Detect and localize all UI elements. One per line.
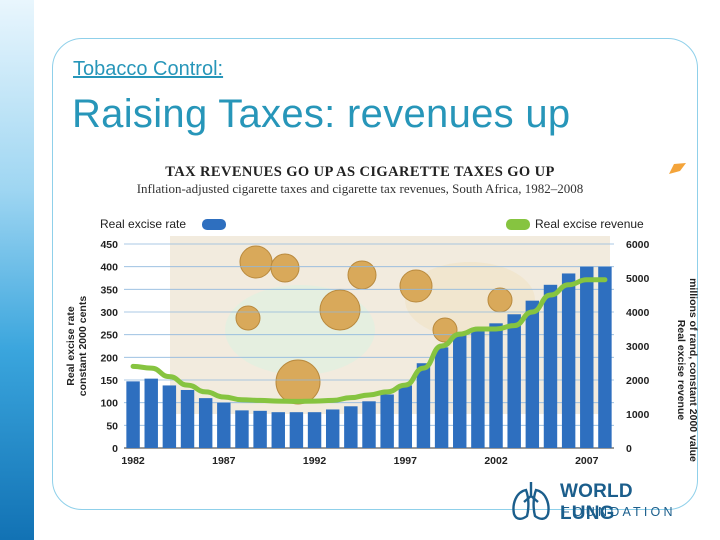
y-left-tick-label: 350: [100, 284, 118, 296]
bar-2008: [598, 266, 612, 448]
y-left-axis-label: constant 2000 cents: [77, 296, 89, 397]
y-left-tick-label: 200: [100, 352, 118, 364]
coin-shape: [399, 269, 433, 303]
lungs-logo-icon: [512, 482, 550, 520]
legend-swatch-excise-rate: [202, 219, 226, 230]
bar-2007: [580, 266, 594, 448]
y-left-tick-label: 300: [100, 307, 118, 319]
banknote-shape: [405, 262, 535, 338]
y-right-tick-label: 4000: [626, 307, 650, 319]
bar-1990: [271, 412, 285, 448]
bar-1984: [162, 385, 177, 448]
y-right-tick-label: 2000: [626, 375, 650, 387]
bar-2004: [525, 300, 540, 448]
logo-line2: FOUNDATION: [562, 505, 676, 519]
y-right-tick-label: 1000: [626, 409, 650, 421]
bar-1994: [344, 406, 358, 448]
y-right-tick-label: 0: [626, 443, 632, 455]
coin-shape: [235, 305, 261, 331]
bar-1987: [217, 402, 231, 448]
x-tick-label: 2002: [484, 455, 508, 467]
left-decorative-strip: [0, 0, 34, 540]
y-left-tick-label: 100: [100, 398, 118, 410]
y-left-tick-label: 400: [100, 262, 118, 274]
revenue-line: [130, 277, 608, 404]
slide-title: Raising Taxes: revenues up: [72, 92, 571, 136]
bar-1997: [398, 385, 413, 448]
y-right-tick-label: 6000: [626, 239, 650, 251]
chart-title: TAX REVENUES GO UP AS CIGARETTE TAXES GO…: [165, 164, 555, 180]
x-tick-label: 1997: [394, 455, 418, 467]
x-tick-label: 2007: [575, 455, 599, 467]
bar-2005: [543, 284, 558, 448]
bar-2001: [471, 327, 485, 448]
legend-label-excise-revenue: Real excise revenue: [535, 217, 644, 231]
bar-2000: [453, 334, 467, 448]
bar-1995: [362, 401, 376, 448]
coin-shape: [239, 245, 273, 279]
legend-label-excise-rate: Real excise rate: [100, 217, 186, 231]
y-left-tick-label: 0: [112, 443, 118, 455]
bar-2006: [561, 273, 576, 448]
y-left-tick-label: 50: [106, 420, 118, 432]
x-tick-label: 1992: [303, 455, 327, 467]
bar-1999: [434, 347, 449, 448]
coin-shape: [347, 260, 377, 290]
coin-shape: [270, 253, 300, 283]
y-right-tick-label: 5000: [626, 273, 650, 285]
coin-shape: [487, 287, 513, 313]
logo-line1: WORLD LUNG: [560, 481, 633, 524]
bar-2003: [507, 314, 521, 448]
bar-1991: [289, 412, 304, 448]
bar-1982: [126, 381, 140, 448]
x-tick-label: 1987: [212, 455, 236, 467]
bar-2002: [489, 323, 503, 448]
orange-accent-icon: [669, 163, 686, 174]
slide-kicker: Tobacco Control:: [73, 58, 224, 80]
world-lung-foundation-logo: WORLD LUNG FOUNDATION: [508, 478, 688, 524]
bar-1996: [380, 394, 394, 448]
bar-1986: [198, 398, 213, 448]
bar-1992: [307, 412, 322, 448]
legend-swatch-excise-revenue: [506, 219, 530, 230]
y-left-tick-label: 450: [100, 239, 118, 251]
x-tick-label: 1982: [121, 455, 145, 467]
bar-1993: [325, 409, 340, 448]
bar-1988: [235, 410, 249, 448]
bar-1998: [416, 363, 431, 448]
bar-1983: [144, 378, 158, 448]
chart-subtitle: Inflation-adjusted cigarette taxes and c…: [136, 181, 584, 196]
y-right-tick-label: 3000: [626, 341, 650, 353]
bar-1985: [180, 389, 195, 448]
y-right-axis-label: millions of rand, constant 2000 value: [687, 278, 699, 462]
y-left-axis-label: Real excise rate: [65, 306, 77, 386]
y-right-axis-label: Real excise revenue: [675, 320, 687, 421]
y-left-tick-label: 150: [100, 375, 118, 387]
bar-1989: [253, 410, 267, 448]
coin-shape: [319, 289, 361, 331]
coin-shape: [275, 359, 321, 405]
y-left-tick-label: 250: [100, 330, 118, 342]
